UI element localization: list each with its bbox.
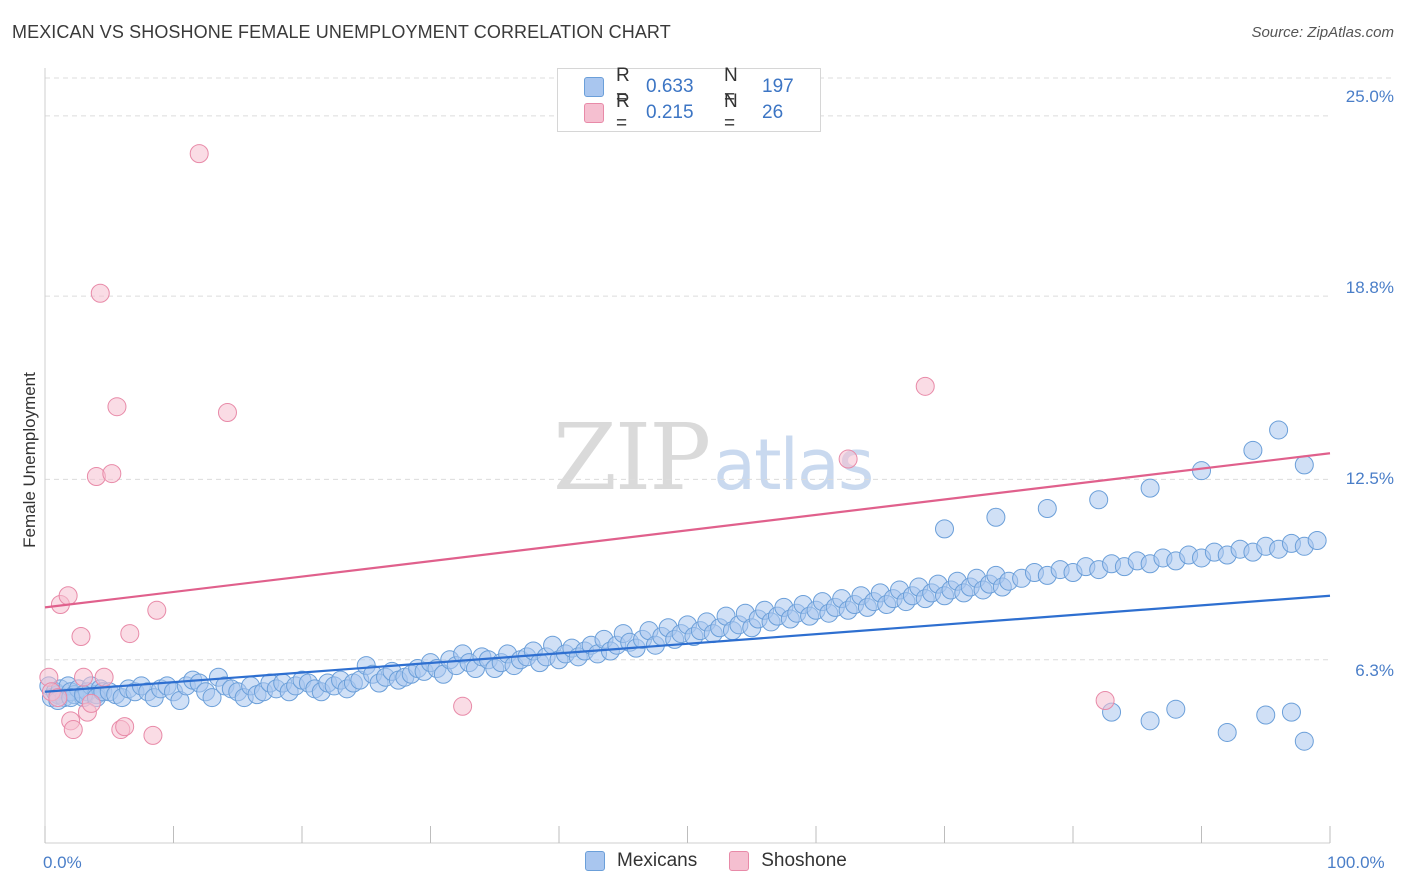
mexicans-point [1307, 530, 1327, 550]
chart-title: MEXICAN VS SHOSHONE FEMALE UNEMPLOYMENT … [12, 22, 671, 42]
x-tick-label: 0.0% [43, 853, 82, 872]
shoshone-point [838, 449, 858, 469]
y-tick-label: 12.5% [1345, 469, 1394, 488]
legend-r-value: 0.633 [646, 76, 694, 97]
shoshone-point [147, 600, 167, 620]
legend-n-value: 26 [762, 102, 784, 123]
shoshone-point [90, 283, 110, 303]
mexicans-point [1269, 420, 1289, 440]
legend-n-label: N = [724, 91, 738, 134]
legend-item-shoshone: Shoshone [729, 850, 847, 872]
legend-r-value: 0.215 [646, 102, 694, 123]
series-legend: Mexicans Shoshone [585, 850, 879, 872]
y-tick-label: 25.0% [1345, 87, 1394, 106]
shoshone-point [58, 586, 78, 606]
shoshone-point [48, 688, 68, 708]
legend-row-shoshone: R = 0.215 N = 26 [584, 91, 784, 134]
shoshone-point [94, 667, 114, 687]
legend-item-mexicans: Mexicans [585, 850, 697, 872]
legend-r-label: R = [616, 65, 630, 108]
mexicans-point [1217, 722, 1237, 742]
mexicans-point [1243, 440, 1263, 460]
mexicans-point [1294, 455, 1314, 475]
y-tick-label: 18.8% [1345, 278, 1394, 297]
mexicans-point [202, 688, 222, 708]
shoshone-swatch [584, 103, 604, 123]
legend-label-mexicans: Mexicans [617, 850, 698, 871]
legend-n-value: 197 [762, 76, 794, 97]
mexicans-point [1281, 702, 1301, 722]
shoshone-point [102, 464, 122, 484]
shoshone-point [107, 397, 127, 417]
stats-legend: R = 0.633 N = 197 R = 0.215 N = 26 [557, 65, 821, 134]
legend-r-label: R = [616, 91, 630, 134]
mexicans-point [1294, 731, 1314, 751]
mexicans-point [935, 519, 954, 539]
shoshone-point [1095, 690, 1115, 710]
x-tick-label: 100.0% [1327, 853, 1385, 872]
mexicans-trend-line [44, 594, 1331, 693]
shoshone-legend-swatch [729, 851, 750, 871]
shoshone-point [120, 624, 140, 644]
mexicans-point [986, 507, 1006, 527]
mexicans-point [1037, 498, 1057, 518]
watermark-zip: ZIP [553, 404, 711, 511]
mexicans-swatch [584, 77, 604, 97]
shoshone-point [74, 667, 94, 687]
y-tick-label: 6.3% [1355, 661, 1394, 680]
mexicans-point [1089, 490, 1109, 510]
legend-label-shoshone: Shoshone [761, 850, 847, 871]
mexicans-point [1166, 699, 1186, 719]
shoshone-point [115, 717, 135, 737]
mexicans-point [1140, 478, 1160, 498]
shoshone-trend-line [44, 452, 1331, 609]
mexicans-point [1140, 711, 1160, 731]
shoshone-point [143, 725, 163, 745]
source-label: Source: ZipAtlas.com [1251, 24, 1394, 41]
shoshone-point [63, 720, 83, 740]
legend-n-label: N = [724, 65, 738, 108]
mexicans-legend-swatch [585, 851, 605, 871]
shoshone-point [81, 693, 101, 713]
shoshone-point [189, 144, 209, 164]
mexicans-point [1192, 461, 1211, 481]
shoshone-point [453, 696, 473, 716]
mexicans-point [1256, 705, 1276, 725]
shoshone-point [71, 626, 91, 646]
shoshone-point [915, 376, 935, 396]
shoshone-point [86, 466, 106, 486]
legend-row-mexicans: R = 0.633 N = 197 [584, 65, 794, 108]
shoshone-point [217, 403, 237, 423]
